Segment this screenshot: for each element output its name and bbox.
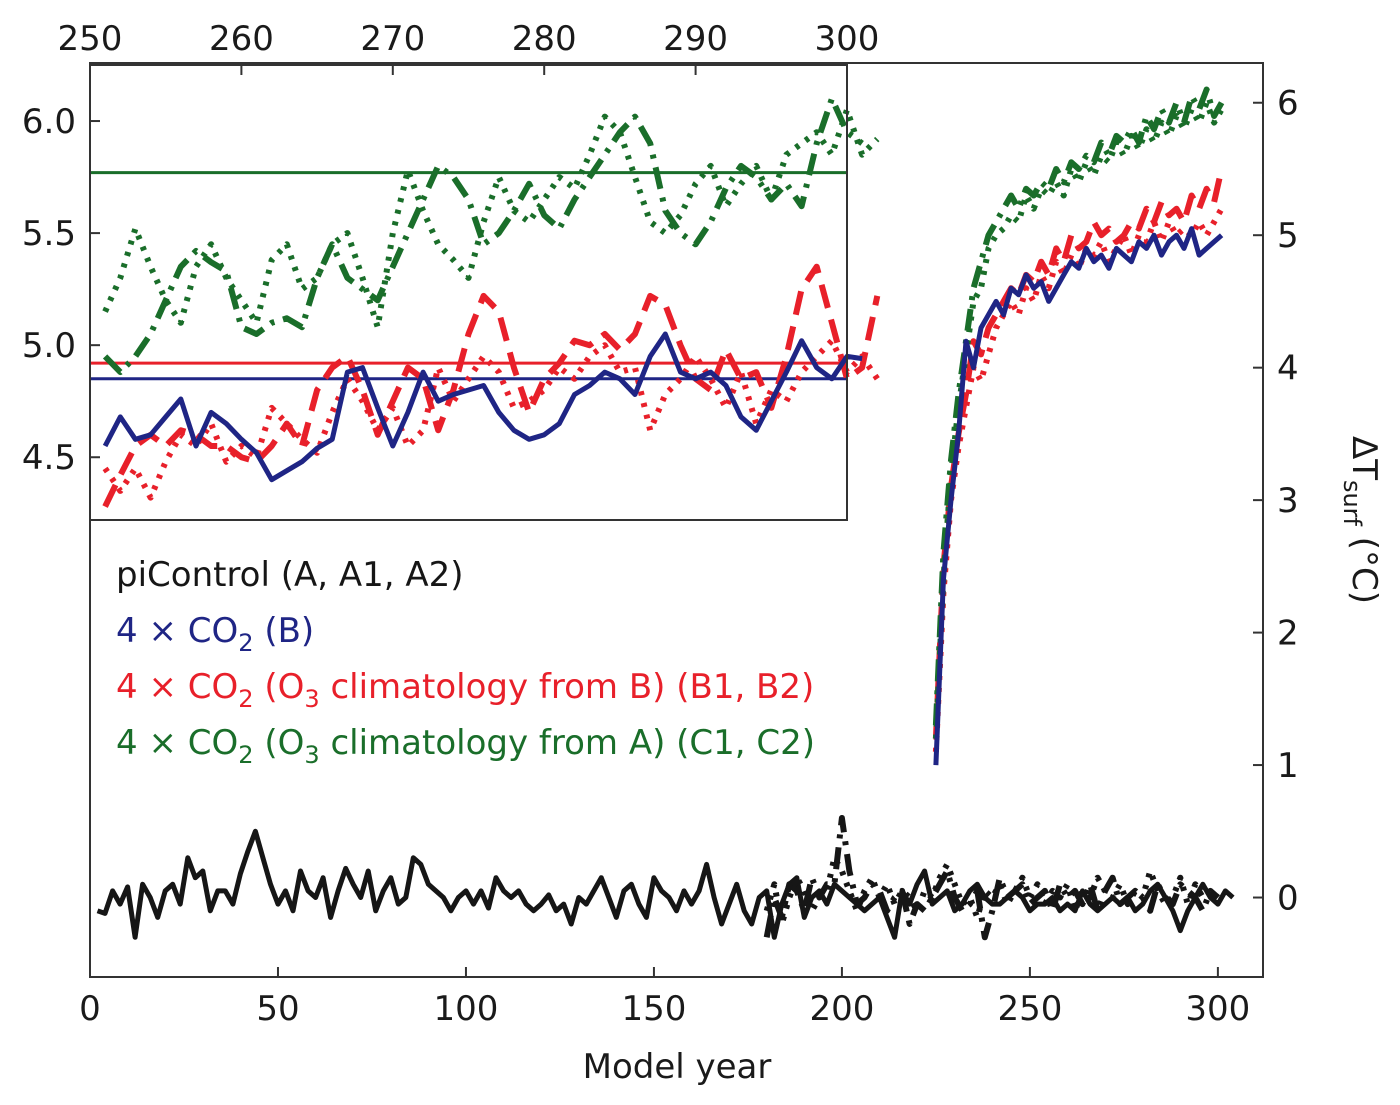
main-y-tick-label: 2 <box>1277 614 1299 654</box>
legend-entry-1: piControl (A, A1, A2) <box>116 555 464 595</box>
main-x-ticks: 0 50 100 150 200 250 300 <box>79 967 1250 1029</box>
inset-series <box>90 95 881 508</box>
inset-series-b1 <box>102 263 881 508</box>
main-series-a <box>96 828 1235 940</box>
y-axis-title: ΔTsurf (°C) <box>1338 436 1384 604</box>
main-x-tick-label: 0 <box>79 989 101 1029</box>
inset-x-tick-label: 250 <box>58 19 123 59</box>
inset-y-tick-label: 4.5 <box>22 438 76 478</box>
main-y-ticks: 0 1 2 3 4 5 6 <box>1253 84 1299 919</box>
inset-series-b2 <box>102 337 880 501</box>
main-series-b1 <box>932 168 1225 739</box>
inset-y-ticks: 4.5 5.0 5.5 6.0 <box>22 102 100 478</box>
main-series-a1 <box>763 815 1220 941</box>
x-axis-title: Model year <box>583 1047 772 1087</box>
inset-x-tick-label: 280 <box>512 19 577 59</box>
main-series-b <box>933 226 1224 766</box>
main-y-tick-label: 3 <box>1277 481 1299 521</box>
main-series-a2 <box>763 854 1220 927</box>
inset-y-tick-label: 5.0 <box>22 326 76 366</box>
main-x-tick-label: 100 <box>434 989 499 1029</box>
main-x-tick-label: 200 <box>809 989 874 1029</box>
inset-plot-background <box>90 65 847 520</box>
inset-x-tick-label: 270 <box>360 19 425 59</box>
inset-x-tick-label: 300 <box>815 19 880 59</box>
y-axis-title-sub: surf <box>1338 480 1366 527</box>
legend-entry-3: 4 × CO2 (O3 climatology from B) (B1, B2) <box>116 667 814 713</box>
main-y-tick-label: 0 <box>1277 879 1299 919</box>
main-y-tick-label: 1 <box>1277 746 1299 786</box>
main-x-tick-label: 150 <box>621 989 686 1029</box>
main-x-tick-label: 250 <box>997 989 1062 1029</box>
main-y-tick-label: 5 <box>1277 216 1299 256</box>
inset-series-c1 <box>102 95 864 376</box>
legend: piControl (A, A1, A2) 4 × CO2 (B) 4 × CO2 … <box>116 555 815 769</box>
main-series-b2 <box>932 207 1225 752</box>
main-y-tick-label: 6 <box>1277 84 1299 124</box>
inset-x-ticks: 250 260 270 280 290 300 <box>58 19 880 75</box>
main-x-tick-label: 50 <box>256 989 299 1029</box>
y-axis-title-unit: (°C) <box>1344 526 1384 604</box>
inset-series-c2 <box>102 106 880 331</box>
inset-x-tick-label: 260 <box>209 19 274 59</box>
y-axis-title-symbol: ΔT <box>1344 436 1384 480</box>
main-series-c1 <box>932 86 1225 726</box>
inset-series-b <box>102 331 863 483</box>
legend-entry-2: 4 × CO2 (B) <box>116 611 314 657</box>
main-x-tick-label: 300 <box>1185 989 1250 1029</box>
main-y-tick-label: 4 <box>1277 349 1299 389</box>
inset-y-tick-label: 6.0 <box>22 102 76 142</box>
inset-x-tick-label: 290 <box>663 19 728 59</box>
main-series-c2 <box>932 99 1225 739</box>
inset-plot-frame <box>89 64 848 521</box>
inset-y-tick-label: 5.5 <box>22 214 76 254</box>
main-series <box>96 86 1235 941</box>
legend-entry-4: 4 × CO2 (O3 climatology from A) (C1, C2) <box>116 723 815 769</box>
